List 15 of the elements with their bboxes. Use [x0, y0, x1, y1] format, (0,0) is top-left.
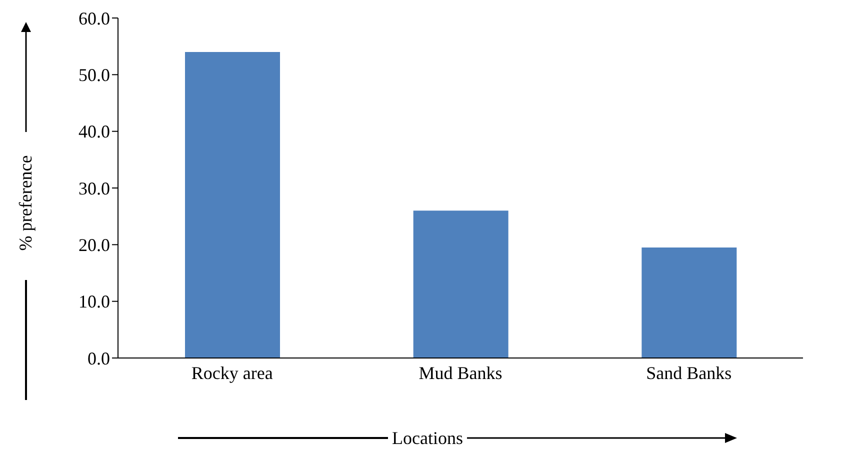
y-axis-title: % preference	[16, 155, 36, 251]
x-tick-label: Sand Banks	[646, 362, 732, 383]
x-axis-title: Locations	[391, 428, 464, 448]
y-tick-label: 20.0	[78, 235, 110, 256]
x-tick-label: Rocky area	[191, 362, 273, 383]
y-tick-label: 50.0	[78, 65, 110, 86]
bar	[185, 52, 280, 358]
y-tick-label: 60.0	[78, 8, 110, 28]
bar	[642, 248, 737, 358]
y-tick-label: 0.0	[88, 348, 110, 368]
bar	[413, 210, 508, 358]
x-tick-label: Mud Banks	[418, 362, 502, 383]
y-tick-label: 40.0	[78, 122, 110, 142]
y-tick-label: 10.0	[78, 292, 110, 312]
y-tick-label: 30.0	[78, 178, 110, 198]
